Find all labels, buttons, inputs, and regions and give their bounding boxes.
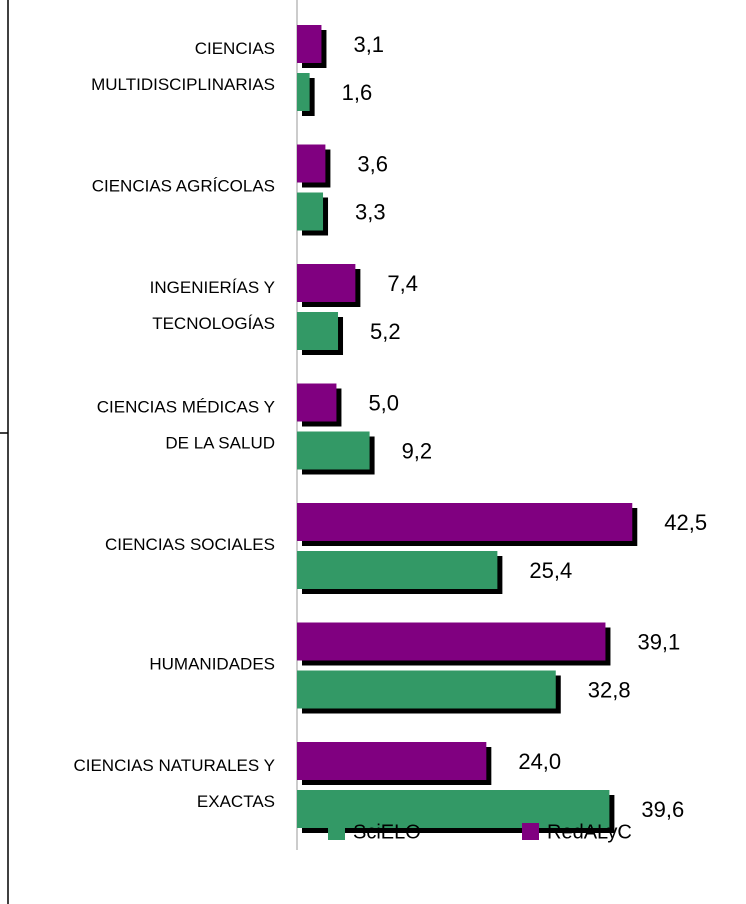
bar (297, 431, 370, 470)
value-label: 1,6 (342, 80, 373, 105)
value-label: 32,8 (588, 677, 631, 702)
category-label: CIENCIAS SOCIALES (105, 535, 275, 554)
bar (297, 742, 487, 780)
bar (297, 622, 606, 661)
value-label: 5,0 (368, 390, 399, 415)
legend-swatch (328, 823, 345, 840)
value-label: 42,5 (664, 510, 707, 535)
bar (297, 670, 556, 709)
bar (297, 790, 610, 828)
legend-swatch (522, 823, 539, 840)
value-label: 3,3 (355, 199, 386, 224)
value-label: 25,4 (529, 558, 572, 583)
legend-label: RedALyC (547, 821, 632, 843)
value-label: 3,6 (357, 151, 388, 176)
value-label: 9,2 (402, 438, 433, 463)
value-label: 24,0 (518, 749, 561, 774)
category-label: CIENCIAS AGRÍCOLAS (92, 177, 275, 196)
bar (297, 144, 326, 183)
bar (297, 25, 322, 63)
value-label: 39,6 (641, 797, 684, 822)
bar (297, 383, 337, 422)
category-label: CIENCIAS MÉDICAS Y DE LA SALUD (97, 398, 275, 453)
value-label: 3,1 (353, 32, 384, 57)
value-label: 39,1 (637, 629, 680, 654)
category-label: INGENIERÍAS Y TECNOLOGÍAS (150, 278, 275, 333)
value-label: 5,2 (370, 319, 401, 344)
bar (297, 192, 324, 231)
bar (297, 264, 356, 302)
bar (297, 551, 498, 589)
bar (297, 312, 339, 350)
bar (297, 503, 633, 541)
category-label: CIENCIAS NATURALES Y EXACTAS (73, 756, 275, 811)
category-label: CIENCIAS MULTIDISCIPLINARIAS (91, 39, 275, 94)
legend-label: SciELO (353, 821, 421, 843)
category-label: HUMANIDADES (149, 655, 275, 674)
bar (297, 73, 310, 111)
value-label: 7,4 (387, 271, 418, 296)
